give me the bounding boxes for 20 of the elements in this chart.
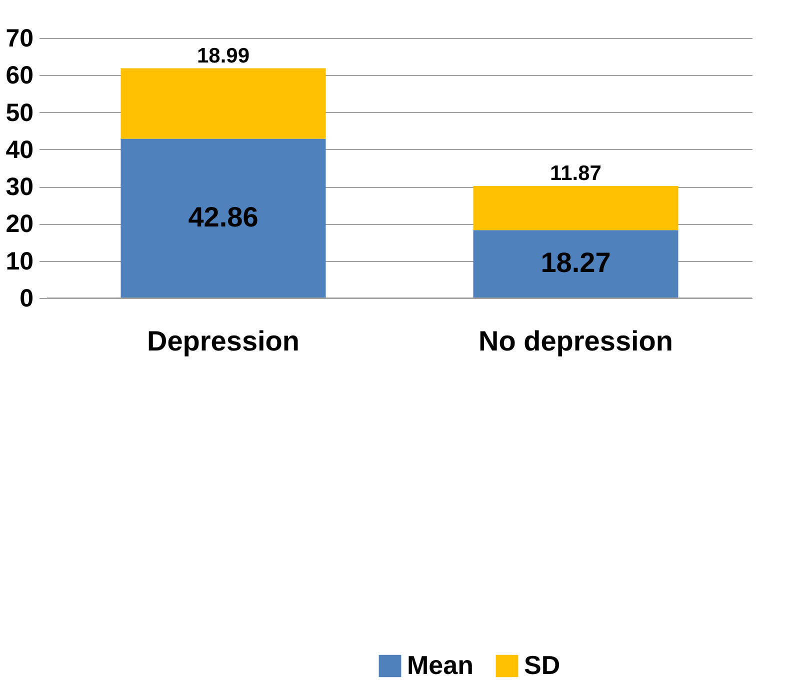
bar — [120, 68, 326, 139]
y-tick-label: 70 — [6, 24, 34, 52]
y-tick-label: 30 — [6, 173, 34, 202]
bar — [120, 138, 326, 298]
y-tick-label: 10 — [6, 247, 34, 276]
x-tick-label: Depression — [147, 326, 300, 356]
y-tick-label: 60 — [6, 62, 34, 90]
legend-label: SD — [524, 650, 560, 680]
bar — [473, 186, 678, 230]
y-tick-label: 50 — [6, 98, 34, 127]
data-label: 18.27 — [540, 247, 611, 278]
y-tick-label: 40 — [6, 136, 34, 164]
data-label: 18.99 — [196, 44, 250, 68]
data-label: 42.86 — [188, 201, 258, 232]
legend-label: Mean — [407, 650, 474, 680]
y-tick-label: 20 — [6, 210, 34, 238]
data-label: 11.87 — [550, 162, 602, 186]
x-tick-label: No depression — [478, 326, 673, 356]
bar — [473, 230, 678, 298]
y-tick-label: 0 — [20, 284, 34, 312]
